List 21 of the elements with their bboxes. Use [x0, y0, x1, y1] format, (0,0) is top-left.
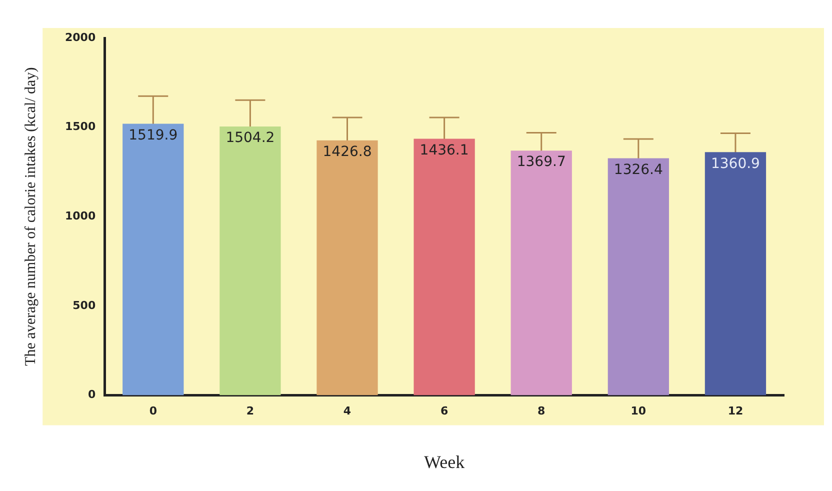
data-label: 1326.4 [614, 162, 663, 178]
data-label: 1504.2 [226, 130, 275, 146]
data-label: 1519.9 [128, 127, 178, 144]
y-tick-label: 1000 [64, 209, 96, 222]
x-tick-label: 4 [343, 404, 352, 418]
y-tick-label: 500 [72, 298, 96, 312]
data-label: 1436.1 [420, 142, 469, 158]
x-tick-label: 2 [246, 404, 254, 418]
data-label: 1369.7 [516, 154, 566, 170]
y-axis-title: The average number of calorie intakes (kcal/ day) [22, 67, 39, 366]
x-tick-label: 12 [728, 404, 744, 418]
data-label: 1360.9 [710, 156, 760, 172]
x-tick-label: 6 [440, 404, 448, 418]
x-tick-label: 0 [149, 404, 158, 418]
data-label: 1426.8 [322, 144, 372, 160]
y-tick-label: 1500 [64, 120, 96, 134]
x-tick-label: 8 [538, 404, 546, 418]
x-axis-title: Week [424, 452, 465, 472]
x-tick-label: 10 [630, 404, 646, 418]
y-tick-label: 2000 [64, 30, 96, 44]
y-tick-label: 0 [88, 388, 96, 402]
